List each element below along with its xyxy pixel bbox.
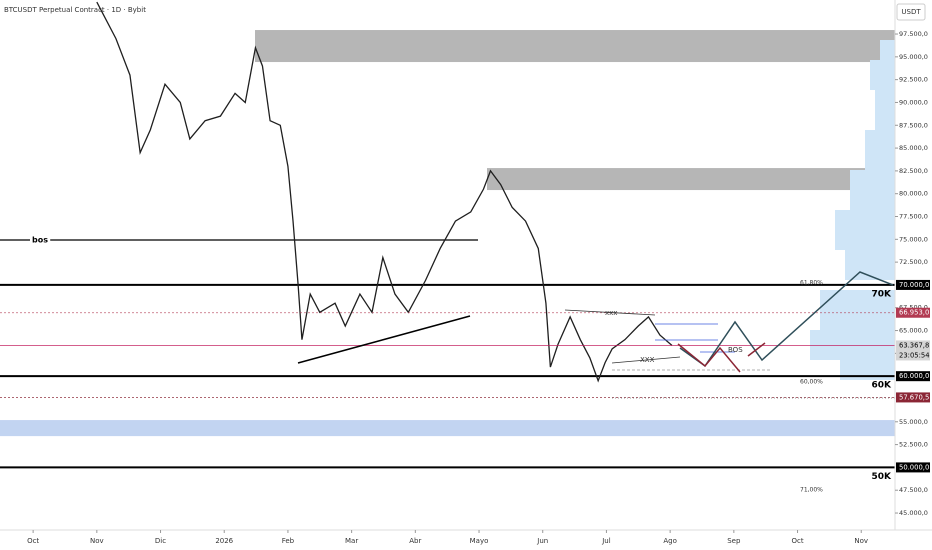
price-tag xyxy=(896,340,930,361)
countdown: 23:05:54 xyxy=(899,351,930,359)
y-tick-label: 92.500,0 xyxy=(899,76,928,84)
y-tick-label: 90.000,0 xyxy=(899,98,928,106)
x-tick-label: Nov xyxy=(854,537,868,545)
x-tick-label: Mar xyxy=(345,537,358,545)
price-tag-label: 66.953,0 xyxy=(899,309,929,317)
y-tick-label: 77.500,0 xyxy=(899,213,928,221)
price-tag xyxy=(896,307,930,318)
y-tick-label: 75.000,0 xyxy=(899,235,928,243)
x-tick-label: Nov xyxy=(90,537,104,545)
y-tick-label: 87.500,0 xyxy=(899,121,928,129)
annotation: xxx xyxy=(605,309,617,317)
bos-label: bos xyxy=(32,236,48,245)
zone xyxy=(487,168,895,191)
x-tick-label: Sep xyxy=(727,537,741,545)
price-tag xyxy=(896,371,930,382)
price-tag xyxy=(896,462,930,473)
drawings xyxy=(297,271,895,399)
y-tick-label: 55.000,0 xyxy=(899,418,928,426)
price-axis xyxy=(895,0,932,550)
level-label: 50K xyxy=(872,472,893,482)
label-bg xyxy=(30,235,51,245)
y-tick-label: 72.500,0 xyxy=(899,258,928,266)
price-tag-label: 60.000,0 xyxy=(899,372,929,380)
level-label: 60K xyxy=(872,381,893,391)
x-tick-label: Jun xyxy=(536,537,548,545)
zone xyxy=(255,30,895,63)
zone xyxy=(0,420,895,437)
fib-label: 71,00% xyxy=(800,487,823,494)
price-tag-label: 63.367,8 xyxy=(899,341,929,349)
currency-box xyxy=(896,3,926,21)
level-label: 70K xyxy=(872,289,893,299)
x-tick-label: 2026 xyxy=(215,537,233,545)
y-tick-label: 82.500,0 xyxy=(899,167,928,175)
x-tick-label: Oct xyxy=(791,537,803,545)
volume-profile xyxy=(810,40,895,380)
x-tick-label: Feb xyxy=(282,537,295,545)
y-tick-label: 85.000,0 xyxy=(899,144,928,152)
y-tick-label: 52.500,0 xyxy=(899,441,928,449)
y-tick-label: 47.500,0 xyxy=(899,486,928,494)
x-tick-label: Dic xyxy=(155,537,166,545)
price-tag xyxy=(896,279,930,290)
fib-label: 61,80% xyxy=(800,280,823,287)
x-tick-label: Abr xyxy=(409,537,421,545)
y-tick-label: 97.500,0 xyxy=(899,30,928,38)
price-tag-label: 50.000,0 xyxy=(899,463,929,471)
annotation: BOS xyxy=(728,346,743,354)
fib-label: 60,00% xyxy=(800,379,823,386)
price-tag-label: 70.000,0 xyxy=(899,281,929,289)
x-tick-label: Oct xyxy=(27,537,39,545)
x-tick-label: Ago xyxy=(663,537,677,545)
annotation: XXX xyxy=(640,356,655,364)
y-tick-label: 80.000,0 xyxy=(899,190,928,198)
x-tick-label: Mayo xyxy=(470,537,489,545)
chart-title: BTCUSDT Perpetual Contract · 1D · Bybit xyxy=(4,6,146,14)
y-tick-label: 45.000,0 xyxy=(899,509,928,517)
y-tick-label: 95.000,0 xyxy=(899,53,928,61)
price-tag xyxy=(896,392,930,403)
x-tick-label: Jul xyxy=(601,537,611,545)
currency: USDT xyxy=(901,8,921,16)
price-tag-label: 57.670,5 xyxy=(899,393,929,401)
y-tick-label: 65.000,0 xyxy=(899,327,928,335)
